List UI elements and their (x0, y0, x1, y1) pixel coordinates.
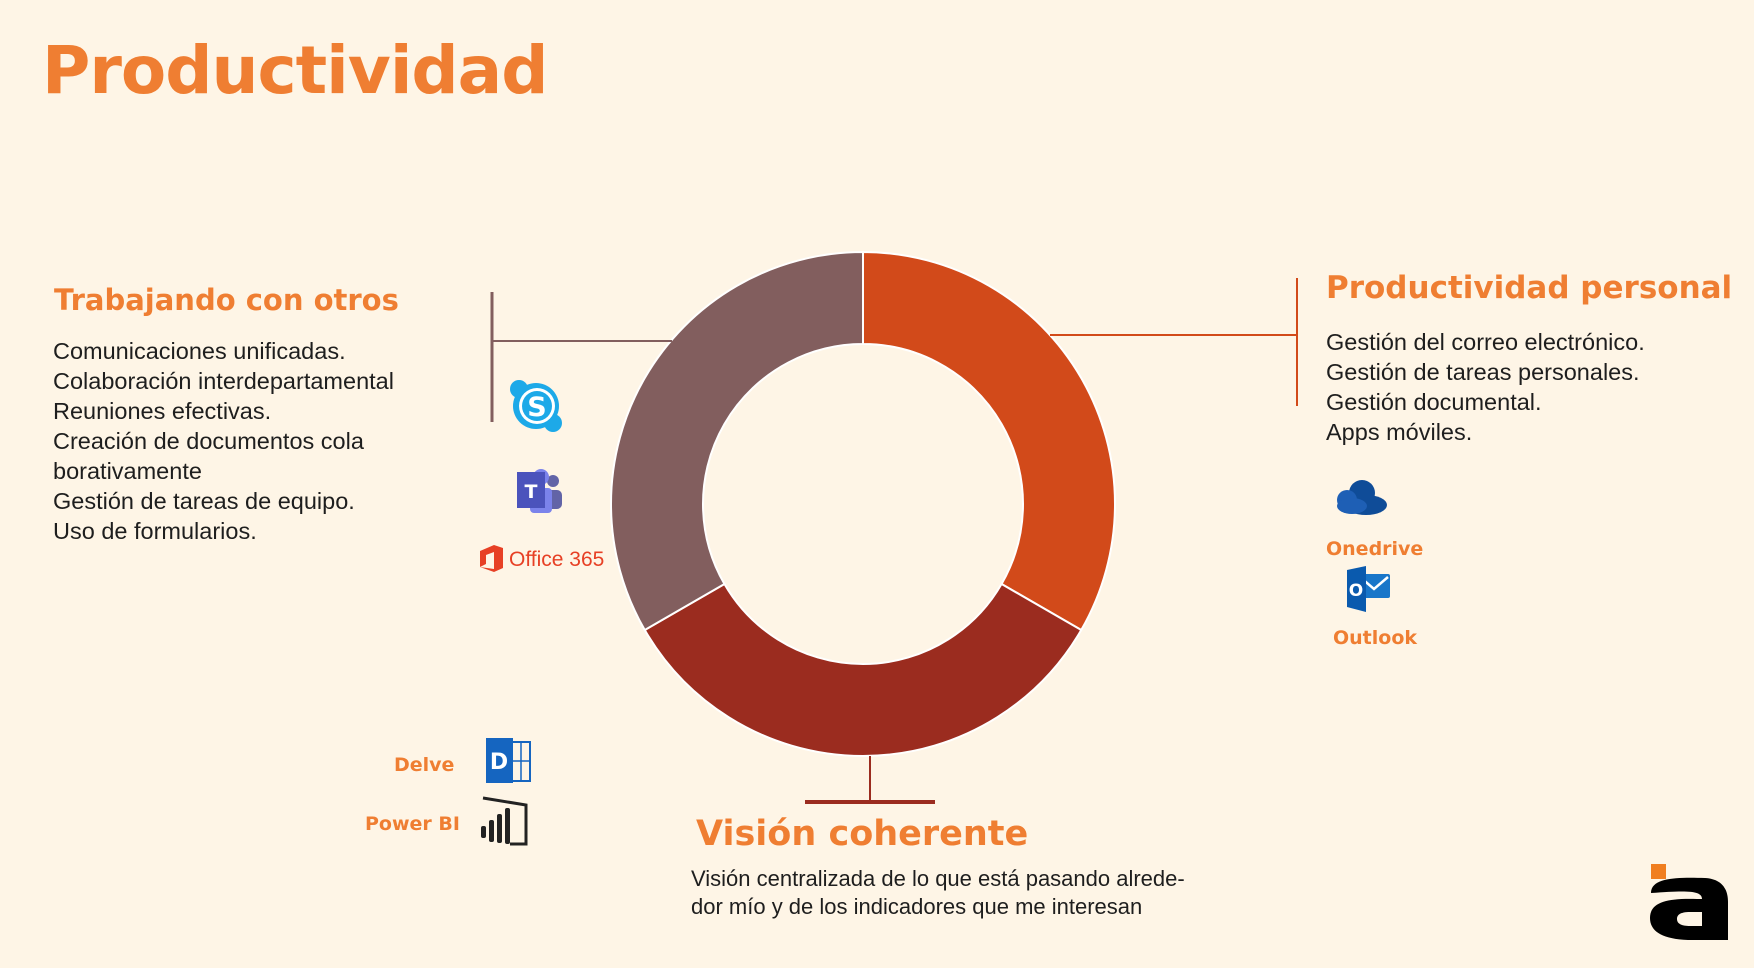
svg-text:D: D (490, 750, 508, 775)
svg-text:S: S (527, 392, 546, 423)
outlook-label: Outlook (1333, 627, 1418, 649)
office365-icon (480, 545, 503, 572)
list-item: Apps móviles. (1326, 419, 1473, 445)
personal-heading: Productividad personal (1326, 270, 1733, 306)
vision-description-line: Visión centralizada de lo que está pasan… (691, 866, 1185, 891)
trabajando-heading: Trabajando con otros (54, 283, 399, 317)
list-item: Gestión de tareas personales. (1326, 359, 1640, 385)
delve-icon: D (486, 738, 531, 783)
list-item: Gestión documental. (1326, 389, 1542, 415)
list-item: Uso de formularios. (53, 518, 257, 544)
teams-icon: T (517, 469, 562, 513)
list-item: Colaboración interdepartamental (53, 368, 394, 394)
donut-slice-3 (610, 250, 864, 632)
vision-heading: Visión coherente (696, 814, 1029, 854)
donut-slice-2 (643, 582, 1083, 758)
delve-label: Delve (394, 754, 455, 776)
list-item: borativamente (53, 458, 202, 484)
list-item: Gestión de tareas de equipo. (53, 488, 355, 514)
office365-label: Office 365 (509, 548, 605, 571)
onedrive-label: Onedrive (1326, 538, 1424, 560)
company-logo (1650, 864, 1728, 940)
powerbi-label: Power BI (365, 813, 460, 835)
donut-slice-1 (862, 250, 1117, 632)
trabajando-list: Comunicaciones unificadas. Colaboración … (53, 336, 394, 546)
list-item: Reuniones efectivas. (53, 398, 272, 424)
list-item: Creación de documentos cola (53, 428, 364, 454)
outlook-icon: O (1347, 566, 1390, 612)
page-title: Productividad (42, 32, 548, 109)
vision-description: Visión centralizada de lo que está pasan… (691, 865, 1185, 921)
onedrive-icon (1337, 480, 1387, 515)
list-item: Gestión del correo electrónico. (1326, 329, 1645, 355)
skype-icon: S (510, 380, 562, 432)
vision-description-line: dor mío y de los indicadores que me inte… (691, 894, 1143, 919)
personal-list: Gestión del correo electrónico. Gestión … (1326, 327, 1645, 447)
list-item: Comunicaciones unificadas. (53, 338, 346, 364)
donut-slices (610, 250, 1117, 758)
svg-text:T: T (525, 481, 538, 503)
svg-text:O: O (1349, 581, 1363, 601)
powerbi-icon (481, 796, 528, 846)
